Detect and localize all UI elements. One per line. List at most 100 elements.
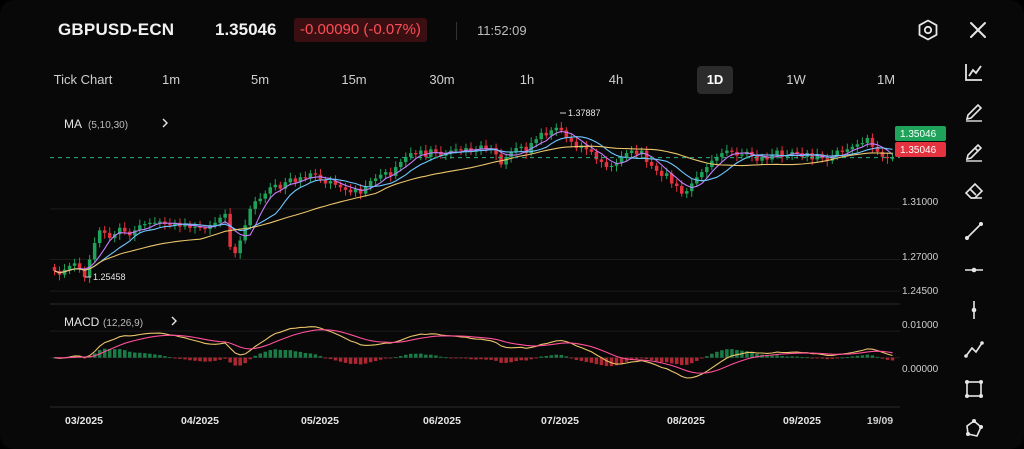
macd-histogram-bar (805, 357, 809, 359)
candle (604, 161, 609, 168)
candle (865, 137, 870, 143)
tab-1h[interactable]: 1h (519, 72, 535, 87)
price-chart[interactable]: MA (5,10,30) MACD (12,26,9) 1.37887 1.25… (0, 100, 950, 435)
macd-histogram-bar (850, 356, 855, 358)
macd-histogram-bar (710, 353, 714, 358)
tab-1w[interactable]: 1W (786, 72, 806, 87)
candle (338, 184, 343, 188)
macd-indicator-label[interactable]: MACD (64, 315, 100, 329)
candle (705, 167, 709, 173)
ma-indicator-label[interactable]: MA (64, 117, 82, 131)
line-chart-icon[interactable] (962, 60, 986, 84)
macd-histogram-bar (649, 357, 654, 360)
candle (649, 161, 654, 166)
macd-histogram-bar (755, 353, 759, 358)
macd-histogram-bar (107, 349, 112, 358)
candle (659, 170, 664, 176)
macd-histogram-bar (785, 356, 789, 358)
macd-histogram-bar (238, 357, 242, 366)
horizontal-line-icon[interactable] (962, 258, 986, 282)
rectangle-icon[interactable] (962, 377, 986, 401)
tab-tick-chart[interactable]: Tick Chart (53, 72, 113, 87)
tab-1m[interactable]: 1m (161, 72, 181, 87)
macd-histogram-bar (358, 357, 363, 365)
macd-histogram-bar (333, 357, 338, 361)
candle (464, 148, 468, 151)
pencil-icon[interactable] (962, 100, 986, 124)
tab-1d[interactable]: 1D (697, 66, 733, 94)
macd-histogram-bar (419, 353, 423, 358)
candle (388, 172, 393, 176)
macd-histogram-bar (509, 357, 513, 363)
price-axis: 1.31000 1.27000 1.24500 (902, 197, 939, 297)
tab-4h[interactable]: 4h (608, 72, 624, 87)
symbol-title[interactable]: GBPUSD-ECN (58, 20, 175, 39)
candle (780, 150, 784, 157)
macd-histogram-bar (469, 357, 473, 360)
pencil-filled-icon[interactable] (962, 140, 986, 164)
macd-histogram-bar (233, 357, 237, 366)
macd-histogram-bar (148, 353, 152, 358)
macd-histogram-bar (128, 351, 132, 358)
macd-histogram-bar (629, 357, 634, 361)
candle (283, 182, 288, 189)
candle (815, 154, 819, 160)
macd-expand-chevron-icon[interactable] (171, 316, 177, 326)
macd-indicator-params[interactable]: (12,26,9) (103, 318, 143, 329)
candle (393, 167, 398, 176)
candle (193, 226, 197, 228)
eraser-icon[interactable] (962, 179, 986, 203)
candle (253, 201, 257, 209)
macd-histogram-bar (409, 353, 413, 358)
candle (183, 224, 187, 227)
candle (72, 263, 77, 266)
macd-histogram-bar (604, 357, 609, 367)
macd-histogram-bar (183, 357, 187, 360)
polyline-icon[interactable] (962, 337, 986, 361)
y-tick-label: 1.24500 (902, 286, 939, 297)
candle (730, 150, 734, 152)
macd-histogram-bar (725, 349, 729, 358)
candle (168, 224, 172, 226)
candle (398, 161, 403, 168)
macd-histogram-bar (318, 356, 323, 358)
tab-30m[interactable]: 30m (429, 72, 455, 87)
macd-histogram-bar (835, 357, 840, 359)
macd-histogram-bar (313, 354, 318, 358)
macd-histogram-bar (258, 353, 262, 358)
ma-indicator-params[interactable]: (5,10,30) (88, 120, 128, 131)
close-icon[interactable] (966, 18, 990, 42)
macd-histogram-bar (198, 357, 202, 362)
tab-5m[interactable]: 5m (250, 72, 270, 87)
macd-histogram-bar (499, 357, 503, 363)
tab-15m[interactable]: 15m (341, 72, 367, 87)
trend-line-icon[interactable] (962, 219, 986, 243)
tab-1M[interactable]: 1M (876, 72, 896, 87)
candle (715, 156, 719, 161)
candles-layer (52, 122, 895, 283)
macd-histogram-bar (348, 357, 353, 364)
candle (223, 213, 227, 218)
macd-histogram-bar (213, 357, 217, 361)
macd-histogram-bar (875, 356, 880, 358)
macd-histogram-bar (243, 357, 247, 364)
price-change-badge: -0.00090 (-0.07%) (294, 18, 427, 42)
macd-histogram-bar (624, 357, 629, 362)
x-tick-label: 04/2025 (181, 415, 219, 427)
macd-histogram-bar (594, 357, 599, 365)
candle (67, 265, 72, 270)
settings-hex-icon[interactable] (916, 18, 940, 42)
vertical-line-icon[interactable] (962, 298, 986, 322)
x-tick-label: 09/2025 (783, 415, 821, 427)
shape-icon[interactable] (962, 417, 986, 441)
candle (755, 155, 759, 161)
macd-histogram-bar (278, 349, 283, 358)
candle (323, 179, 328, 184)
low-marker: 1.25458 (85, 272, 126, 282)
ma-expand-chevron-icon[interactable] (162, 118, 168, 128)
macd-histogram-bar (153, 354, 157, 358)
x-tick-label: 19/09 (867, 415, 893, 427)
candle (248, 208, 252, 226)
candle (810, 153, 814, 160)
macd-histogram-bar (795, 356, 799, 358)
